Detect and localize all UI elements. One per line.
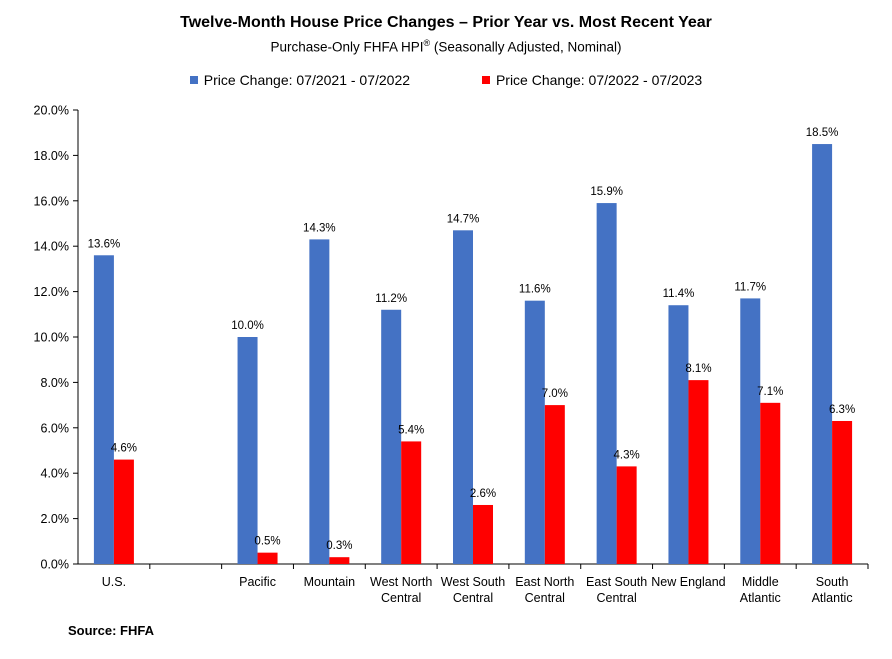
subtitle-suffix: (Seasonally Adjusted, Nominal) [430, 39, 622, 55]
data-label: 10.0% [231, 320, 264, 332]
bar-recent-year [257, 552, 278, 564]
x-category-label: Central [381, 591, 421, 605]
legend-swatch-red [481, 76, 490, 84]
data-label: 7.0% [542, 388, 568, 400]
data-label: 14.7% [447, 213, 480, 225]
x-category-label: Mountain [304, 575, 355, 589]
data-label: 7.1% [757, 386, 783, 398]
y-tick-label: 18.0% [34, 149, 69, 163]
x-category-label: Central [525, 591, 565, 605]
data-label: 5.4% [398, 424, 424, 436]
x-category-label: Central [596, 591, 636, 605]
x-category-label: Pacific [239, 575, 276, 589]
bar-prior-year [237, 337, 258, 564]
x-category-label: West South [441, 575, 505, 589]
data-label: 4.6% [111, 443, 137, 455]
x-category-label: U.S. [102, 575, 126, 589]
data-label: 2.6% [470, 488, 496, 500]
y-tick-label: 8.0% [41, 376, 70, 390]
x-category-label: Atlantic [812, 591, 853, 605]
x-category-label: Atlantic [740, 591, 781, 605]
data-label: 11.2% [375, 293, 407, 305]
legend-label-recent-year: Price Change: 07/2022 - 07/2023 [495, 72, 703, 88]
bar-recent-year [832, 420, 853, 564]
subtitle-text: Purchase-Only FHFA HPI [270, 39, 424, 55]
bar-prior-year [453, 230, 473, 564]
y-tick-label: 4.0% [41, 467, 70, 481]
bar-prior-year [381, 309, 402, 564]
legend-label-prior-year: Price Change: 07/2021 - 07/2022 [203, 72, 411, 88]
y-tick-label: 2.0% [41, 512, 70, 526]
bar-recent-year [401, 441, 422, 564]
chart-legend: Price Change: 07/2021 - 07/2022 Price Ch… [0, 72, 892, 88]
chart-subtitle: Purchase-Only FHFA HPI® (Seasonally Adju… [0, 38, 892, 55]
data-label: 11.7% [734, 281, 766, 293]
y-tick-label: 20.0% [34, 104, 69, 118]
bar-prior-year [668, 305, 689, 564]
source-note: Source: FHFA [68, 623, 154, 638]
data-label: 18.5% [806, 127, 839, 139]
bar-prior-year [524, 300, 545, 564]
x-category-label: West North [370, 575, 432, 589]
x-category-label: East North [515, 575, 574, 589]
chart-title: Twelve-Month House Price Changes – Prior… [180, 14, 712, 31]
x-category-label: Middle [742, 575, 779, 589]
y-tick-label: 6.0% [41, 421, 70, 435]
legend-swatch-blue [189, 76, 198, 84]
x-category-label: South [816, 575, 849, 589]
bar-prior-year [309, 239, 330, 564]
y-tick-label: 10.0% [34, 331, 69, 345]
bar-recent-year [329, 557, 350, 564]
data-label: 8.1% [685, 363, 711, 375]
x-category-label: Central [453, 591, 493, 605]
x-category-label: New England [651, 575, 725, 589]
legend-item-prior-year: Price Change: 07/2021 - 07/2022 [189, 72, 411, 88]
y-tick-label: 12.0% [34, 285, 69, 299]
bar-prior-year [596, 203, 617, 564]
bar-recent-year [113, 459, 134, 564]
bar-recent-year [473, 504, 493, 564]
data-label: 11.4% [663, 288, 695, 300]
y-tick-label: 0.0% [41, 558, 70, 572]
data-label: 11.6% [519, 284, 551, 296]
bar-prior-year [812, 144, 833, 565]
legend-item-recent-year: Price Change: 07/2022 - 07/2023 [481, 72, 703, 88]
registered-mark: ® [423, 38, 431, 48]
data-label: 15.9% [590, 186, 623, 198]
bar-recent-year [688, 380, 709, 564]
data-label: 13.6% [88, 238, 121, 250]
bar-recent-year [760, 402, 781, 564]
data-label: 6.3% [829, 404, 855, 416]
data-label: 0.5% [254, 536, 280, 548]
bar-recent-year [616, 466, 637, 564]
data-label: 14.3% [303, 222, 336, 234]
x-category-label: East South [586, 575, 647, 589]
y-tick-label: 16.0% [34, 194, 69, 208]
y-tick-label: 14.0% [34, 240, 69, 254]
data-label: 4.3% [614, 449, 640, 461]
bar-prior-year [740, 298, 761, 564]
bar-prior-year [93, 255, 114, 564]
bar-recent-year [544, 405, 565, 564]
data-label: 0.3% [326, 540, 352, 552]
